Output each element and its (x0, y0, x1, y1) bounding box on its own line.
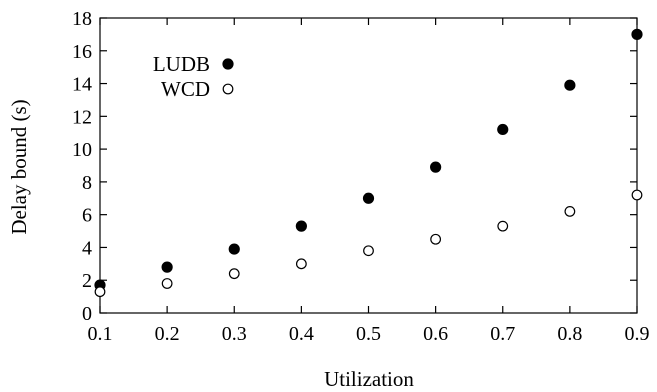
y-tick-label: 12 (72, 106, 92, 128)
x-tick-label: 0.6 (423, 323, 448, 345)
x-tick-label: 0.4 (289, 323, 314, 345)
ludb-point (497, 123, 509, 136)
wcd-point (497, 220, 509, 232)
ludb-point (430, 161, 442, 173)
x-tick-label: 0.9 (625, 323, 650, 345)
x-tick-label: 0.8 (557, 323, 582, 345)
y-tick-label: 8 (82, 172, 92, 194)
ludb-point (161, 261, 173, 273)
wcd-point (631, 189, 643, 201)
wcd-point (363, 245, 374, 257)
x-axis: 0.1 0.2 0.3 0.4 0.5 0.6 0.7 0.8 0.9 (88, 18, 650, 345)
y-tick-label: 10 (72, 139, 92, 161)
wcd-point (228, 268, 240, 280)
legend-marker-wcd (222, 83, 234, 95)
ludb-point (564, 79, 576, 91)
ludb-point (228, 243, 240, 255)
x-tick-label: 0.5 (356, 323, 381, 345)
wcd-point (161, 278, 173, 289)
ludb-point (631, 28, 643, 40)
wcd-point (295, 258, 307, 270)
y-tick-label: 14 (72, 74, 92, 96)
wcd-point (430, 233, 442, 245)
legend-label-ludb: LUDB (153, 52, 210, 76)
y-tick-label: 16 (72, 41, 92, 63)
y-tick-label: 2 (82, 270, 92, 292)
legend-label-wcd: WCD (161, 77, 210, 101)
wcd-point (564, 205, 576, 217)
y-tick-label: 4 (82, 237, 92, 259)
y-tick-label: 0 (82, 303, 92, 325)
data-points (94, 28, 643, 298)
x-tick-label: 0.3 (222, 323, 247, 345)
y-axis: 0 2 4 6 8 10 12 14 16 18 (72, 8, 637, 325)
legend-marker-ludb (222, 58, 234, 70)
y-tick-label: 6 (82, 205, 92, 227)
x-tick-label: 0.7 (490, 323, 515, 345)
wcd-point (94, 286, 106, 298)
x-axis-title: Utilization (324, 367, 414, 391)
ludb-point (362, 192, 375, 204)
ludb-point (295, 220, 307, 232)
y-axis-title: Delay bound (s) (7, 99, 31, 234)
y-tick-label: 18 (72, 8, 92, 30)
x-tick-label: 0.1 (88, 323, 113, 345)
x-tick-label: 0.2 (155, 323, 180, 345)
